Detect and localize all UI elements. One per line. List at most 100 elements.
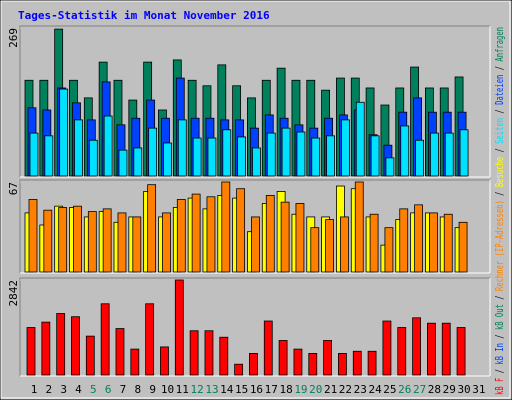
x-tick-label: 5	[90, 383, 97, 396]
bar	[73, 205, 82, 273]
legend-entry: kB In	[493, 343, 506, 365]
bar	[325, 219, 335, 273]
bar	[74, 119, 83, 177]
legend-entry: Besuche	[493, 157, 506, 187]
bar	[354, 181, 364, 273]
legend-entry: kB F	[493, 378, 506, 395]
legend-entry: Dateien	[493, 75, 506, 105]
x-tick-label: 12	[191, 383, 204, 396]
bar	[341, 119, 350, 177]
bar	[385, 157, 395, 177]
x-tick-label: 20	[309, 383, 322, 396]
bar	[458, 221, 468, 273]
bar	[340, 216, 349, 273]
bar	[278, 340, 288, 376]
bar	[236, 188, 246, 273]
bar	[132, 216, 142, 273]
bar	[117, 212, 127, 273]
y-tick-label: 269	[7, 28, 20, 48]
bar	[441, 322, 451, 376]
x-tick-label: 22	[339, 383, 352, 396]
bar	[427, 322, 436, 376]
x-tick-label: 30	[457, 383, 470, 396]
bar	[296, 131, 306, 177]
bar	[263, 320, 273, 376]
x-tick-label: 16	[250, 383, 263, 396]
x-tick-label: 31	[472, 383, 485, 396]
bar	[130, 348, 140, 376]
bar	[295, 203, 305, 273]
bar	[400, 125, 410, 177]
bar	[118, 149, 128, 177]
bar	[412, 317, 421, 376]
bar	[174, 279, 184, 376]
bar	[29, 132, 39, 177]
y-tick-label: 67	[7, 182, 20, 195]
bar	[234, 363, 244, 376]
bar	[414, 204, 423, 273]
bar	[444, 132, 454, 177]
x-tick-label: 28	[428, 383, 441, 396]
legend-separator: /	[493, 144, 506, 157]
bar	[459, 129, 469, 177]
bar	[100, 303, 110, 376]
legend-separator: /	[493, 291, 506, 304]
legend-entry: kB Out	[493, 304, 506, 330]
bar	[44, 135, 54, 177]
x-tick-label: 24	[368, 383, 382, 396]
x-tick-label: 7	[120, 383, 127, 396]
x-tick-label: 27	[413, 383, 426, 396]
legend-entry: Rechner (IP-Adressen)	[493, 200, 506, 291]
bar	[311, 137, 321, 177]
bar	[28, 199, 38, 273]
legend-separator: /	[493, 62, 506, 75]
bar	[189, 330, 199, 376]
bar	[58, 207, 68, 273]
x-tick-label: 14	[220, 383, 234, 396]
bar	[323, 340, 333, 376]
bar	[280, 201, 290, 273]
bar	[219, 336, 229, 376]
x-tick-label: 1	[31, 383, 38, 396]
y-tick-label: 2842	[7, 280, 20, 307]
x-tick-label: 21	[324, 383, 337, 396]
bar	[326, 135, 336, 177]
x-tick-label: 29	[443, 383, 456, 396]
bar	[71, 316, 80, 376]
bar	[281, 127, 291, 177]
bar	[399, 208, 409, 273]
bar	[310, 227, 320, 273]
x-tick-label: 13	[205, 383, 218, 396]
bar	[192, 137, 202, 177]
bar	[265, 195, 275, 273]
x-tick-label: 15	[235, 383, 248, 396]
bar	[148, 127, 158, 177]
bar	[102, 208, 112, 273]
bar	[382, 320, 392, 376]
x-tick-label: 19	[294, 383, 307, 396]
bar	[443, 213, 453, 273]
bar	[43, 209, 53, 273]
x-tick-label: 9	[149, 383, 156, 396]
bar	[59, 88, 69, 177]
x-tick-label: 4	[75, 383, 82, 396]
x-tick-label: 8	[134, 383, 141, 396]
x-tick-label: 6	[105, 383, 112, 396]
legend-separator: /	[493, 105, 506, 118]
bar	[204, 330, 214, 376]
bar	[145, 303, 155, 376]
bar	[222, 129, 232, 177]
x-tick-label: 17	[265, 383, 278, 396]
bar	[456, 327, 466, 376]
bar	[56, 313, 66, 376]
legend-entry: Seiten	[493, 118, 506, 144]
x-tick-label: 11	[176, 383, 189, 396]
bar	[147, 184, 157, 273]
bar	[163, 142, 172, 177]
bar	[370, 135, 380, 177]
bar	[293, 348, 303, 376]
bar	[355, 101, 365, 177]
bar	[338, 353, 347, 376]
x-tick-label: 23	[354, 383, 367, 396]
